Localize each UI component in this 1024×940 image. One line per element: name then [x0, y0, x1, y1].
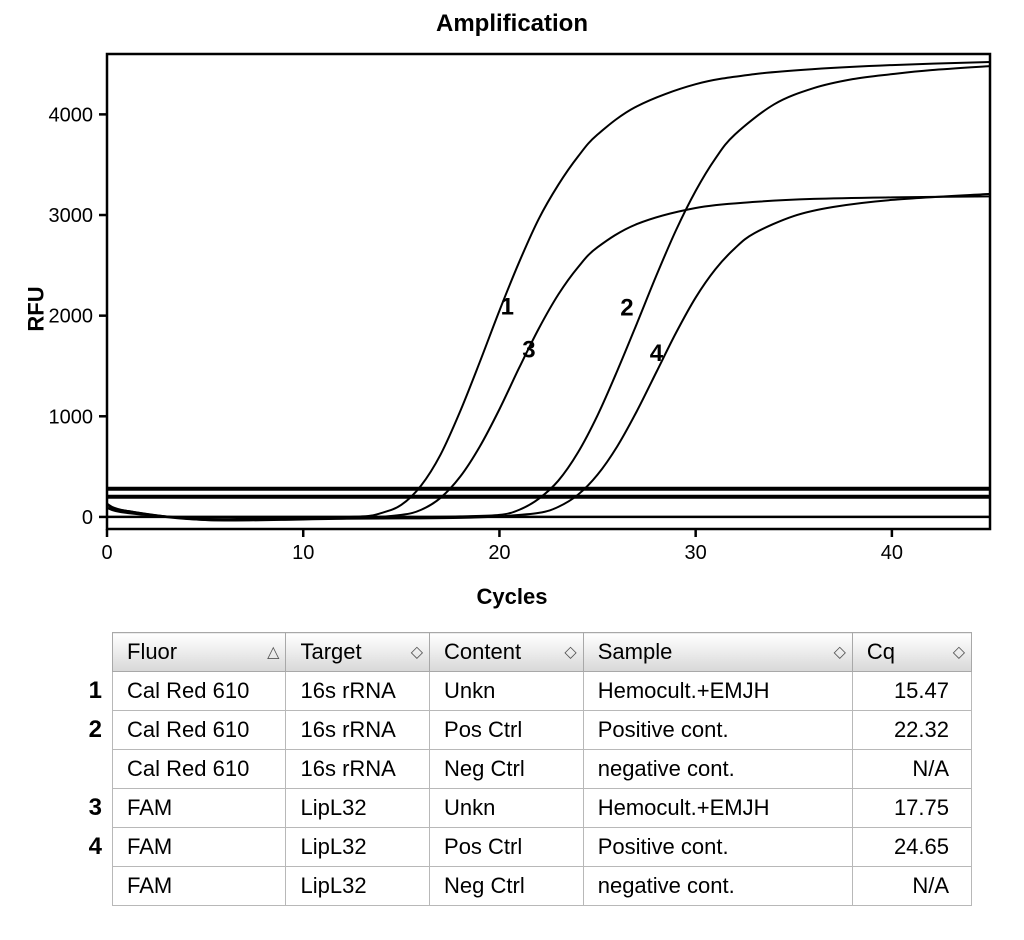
svg-text:4000: 4000 [49, 104, 94, 126]
results-table-wrap: Fluor △ Target ◇ Content ◇ Sample ◇ Cq ◇ Cal Red … [52, 632, 972, 906]
cell-cq: N/A [852, 867, 971, 906]
cell-target: 16s rRNA [286, 750, 430, 789]
cell-sample: negative cont. [583, 867, 852, 906]
svg-text:0: 0 [82, 507, 93, 529]
col-target[interactable]: Target ◇ [286, 633, 430, 672]
row-label: 3 [52, 794, 102, 822]
col-cq[interactable]: Cq ◇ [852, 633, 971, 672]
x-axis-label: Cycles [20, 584, 1004, 610]
svg-text:0: 0 [101, 542, 112, 564]
cell-sample: Hemocult.+EMJH [583, 789, 852, 828]
cell-target: LipL32 [286, 789, 430, 828]
cell-cq: 22.32 [852, 711, 971, 750]
col-label: Fluor [127, 639, 177, 664]
svg-text:1: 1 [501, 294, 514, 321]
cell-content: Pos Ctrl [430, 711, 584, 750]
cell-sample: Hemocult.+EMJH [583, 672, 852, 711]
cell-content: Pos Ctrl [430, 828, 584, 867]
svg-text:1000: 1000 [49, 406, 94, 428]
row-label: 1 [52, 677, 102, 705]
sort-icon: ◇ [834, 642, 846, 662]
row-label: 4 [52, 833, 102, 861]
col-label: Cq [867, 639, 895, 664]
svg-text:2: 2 [620, 295, 633, 322]
cell-content: Neg Ctrl [430, 867, 584, 906]
svg-text:10: 10 [292, 542, 314, 564]
results-table: Fluor △ Target ◇ Content ◇ Sample ◇ Cq ◇ Cal Red … [112, 632, 972, 906]
cell-fluor: Cal Red 610 [113, 750, 286, 789]
sort-icon: ◇ [953, 642, 965, 662]
cell-target: LipL32 [286, 867, 430, 906]
cell-content: Neg Ctrl [430, 750, 584, 789]
svg-text:30: 30 [685, 542, 707, 564]
col-label: Sample [598, 639, 673, 664]
table-row: Cal Red 61016s rRNAUnknHemocult.+EMJH15.… [113, 672, 972, 711]
cell-content: Unkn [430, 672, 584, 711]
svg-text:3000: 3000 [49, 205, 94, 227]
cell-sample: Positive cont. [583, 828, 852, 867]
table-row: FAMLipL32UnknHemocult.+EMJH17.75 [113, 789, 972, 828]
y-axis-label: RFU [24, 286, 50, 331]
svg-text:4: 4 [650, 340, 664, 367]
cell-cq: 15.47 [852, 672, 971, 711]
col-content[interactable]: Content ◇ [430, 633, 584, 672]
cell-fluor: FAM [113, 867, 286, 906]
col-fluor[interactable]: Fluor △ [113, 633, 286, 672]
sort-icon: △ [267, 642, 279, 662]
col-label: Content [444, 639, 521, 664]
cell-target: LipL32 [286, 828, 430, 867]
svg-text:3: 3 [522, 336, 535, 363]
cell-fluor: Cal Red 610 [113, 711, 286, 750]
chart-svg: 0 10 20 30 40 0 1000 2000 3000 4000 1 2 3 4 [22, 44, 1002, 574]
table-row: Cal Red 61016s rRNANeg Ctrlnegative cont… [113, 750, 972, 789]
cell-cq: N/A [852, 750, 971, 789]
cell-content: Unkn [430, 789, 584, 828]
svg-text:40: 40 [881, 542, 903, 564]
cell-target: 16s rRNA [286, 711, 430, 750]
col-sample[interactable]: Sample ◇ [583, 633, 852, 672]
cell-fluor: Cal Red 610 [113, 672, 286, 711]
cell-fluor: FAM [113, 828, 286, 867]
cell-cq: 17.75 [852, 789, 971, 828]
cell-fluor: FAM [113, 789, 286, 828]
sort-icon: ◇ [564, 642, 576, 662]
cell-cq: 24.65 [852, 828, 971, 867]
row-label: 2 [52, 716, 102, 744]
col-label: Target [300, 639, 361, 664]
svg-text:2000: 2000 [49, 306, 94, 328]
table-row: Cal Red 61016s rRNAPos CtrlPositive cont… [113, 711, 972, 750]
cell-target: 16s rRNA [286, 672, 430, 711]
svg-text:20: 20 [488, 542, 510, 564]
cell-sample: negative cont. [583, 750, 852, 789]
sort-icon: ◇ [411, 642, 423, 662]
cell-sample: Positive cont. [583, 711, 852, 750]
chart-title: Amplification [20, 10, 1004, 38]
amplification-chart: RFU 0 10 20 30 40 0 1000 2000 3000 4000 1 2 3 4 [22, 44, 1002, 574]
table-row: FAMLipL32Neg Ctrlnegative cont.N/A [113, 867, 972, 906]
table-row: FAMLipL32Pos CtrlPositive cont.24.65 [113, 828, 972, 867]
